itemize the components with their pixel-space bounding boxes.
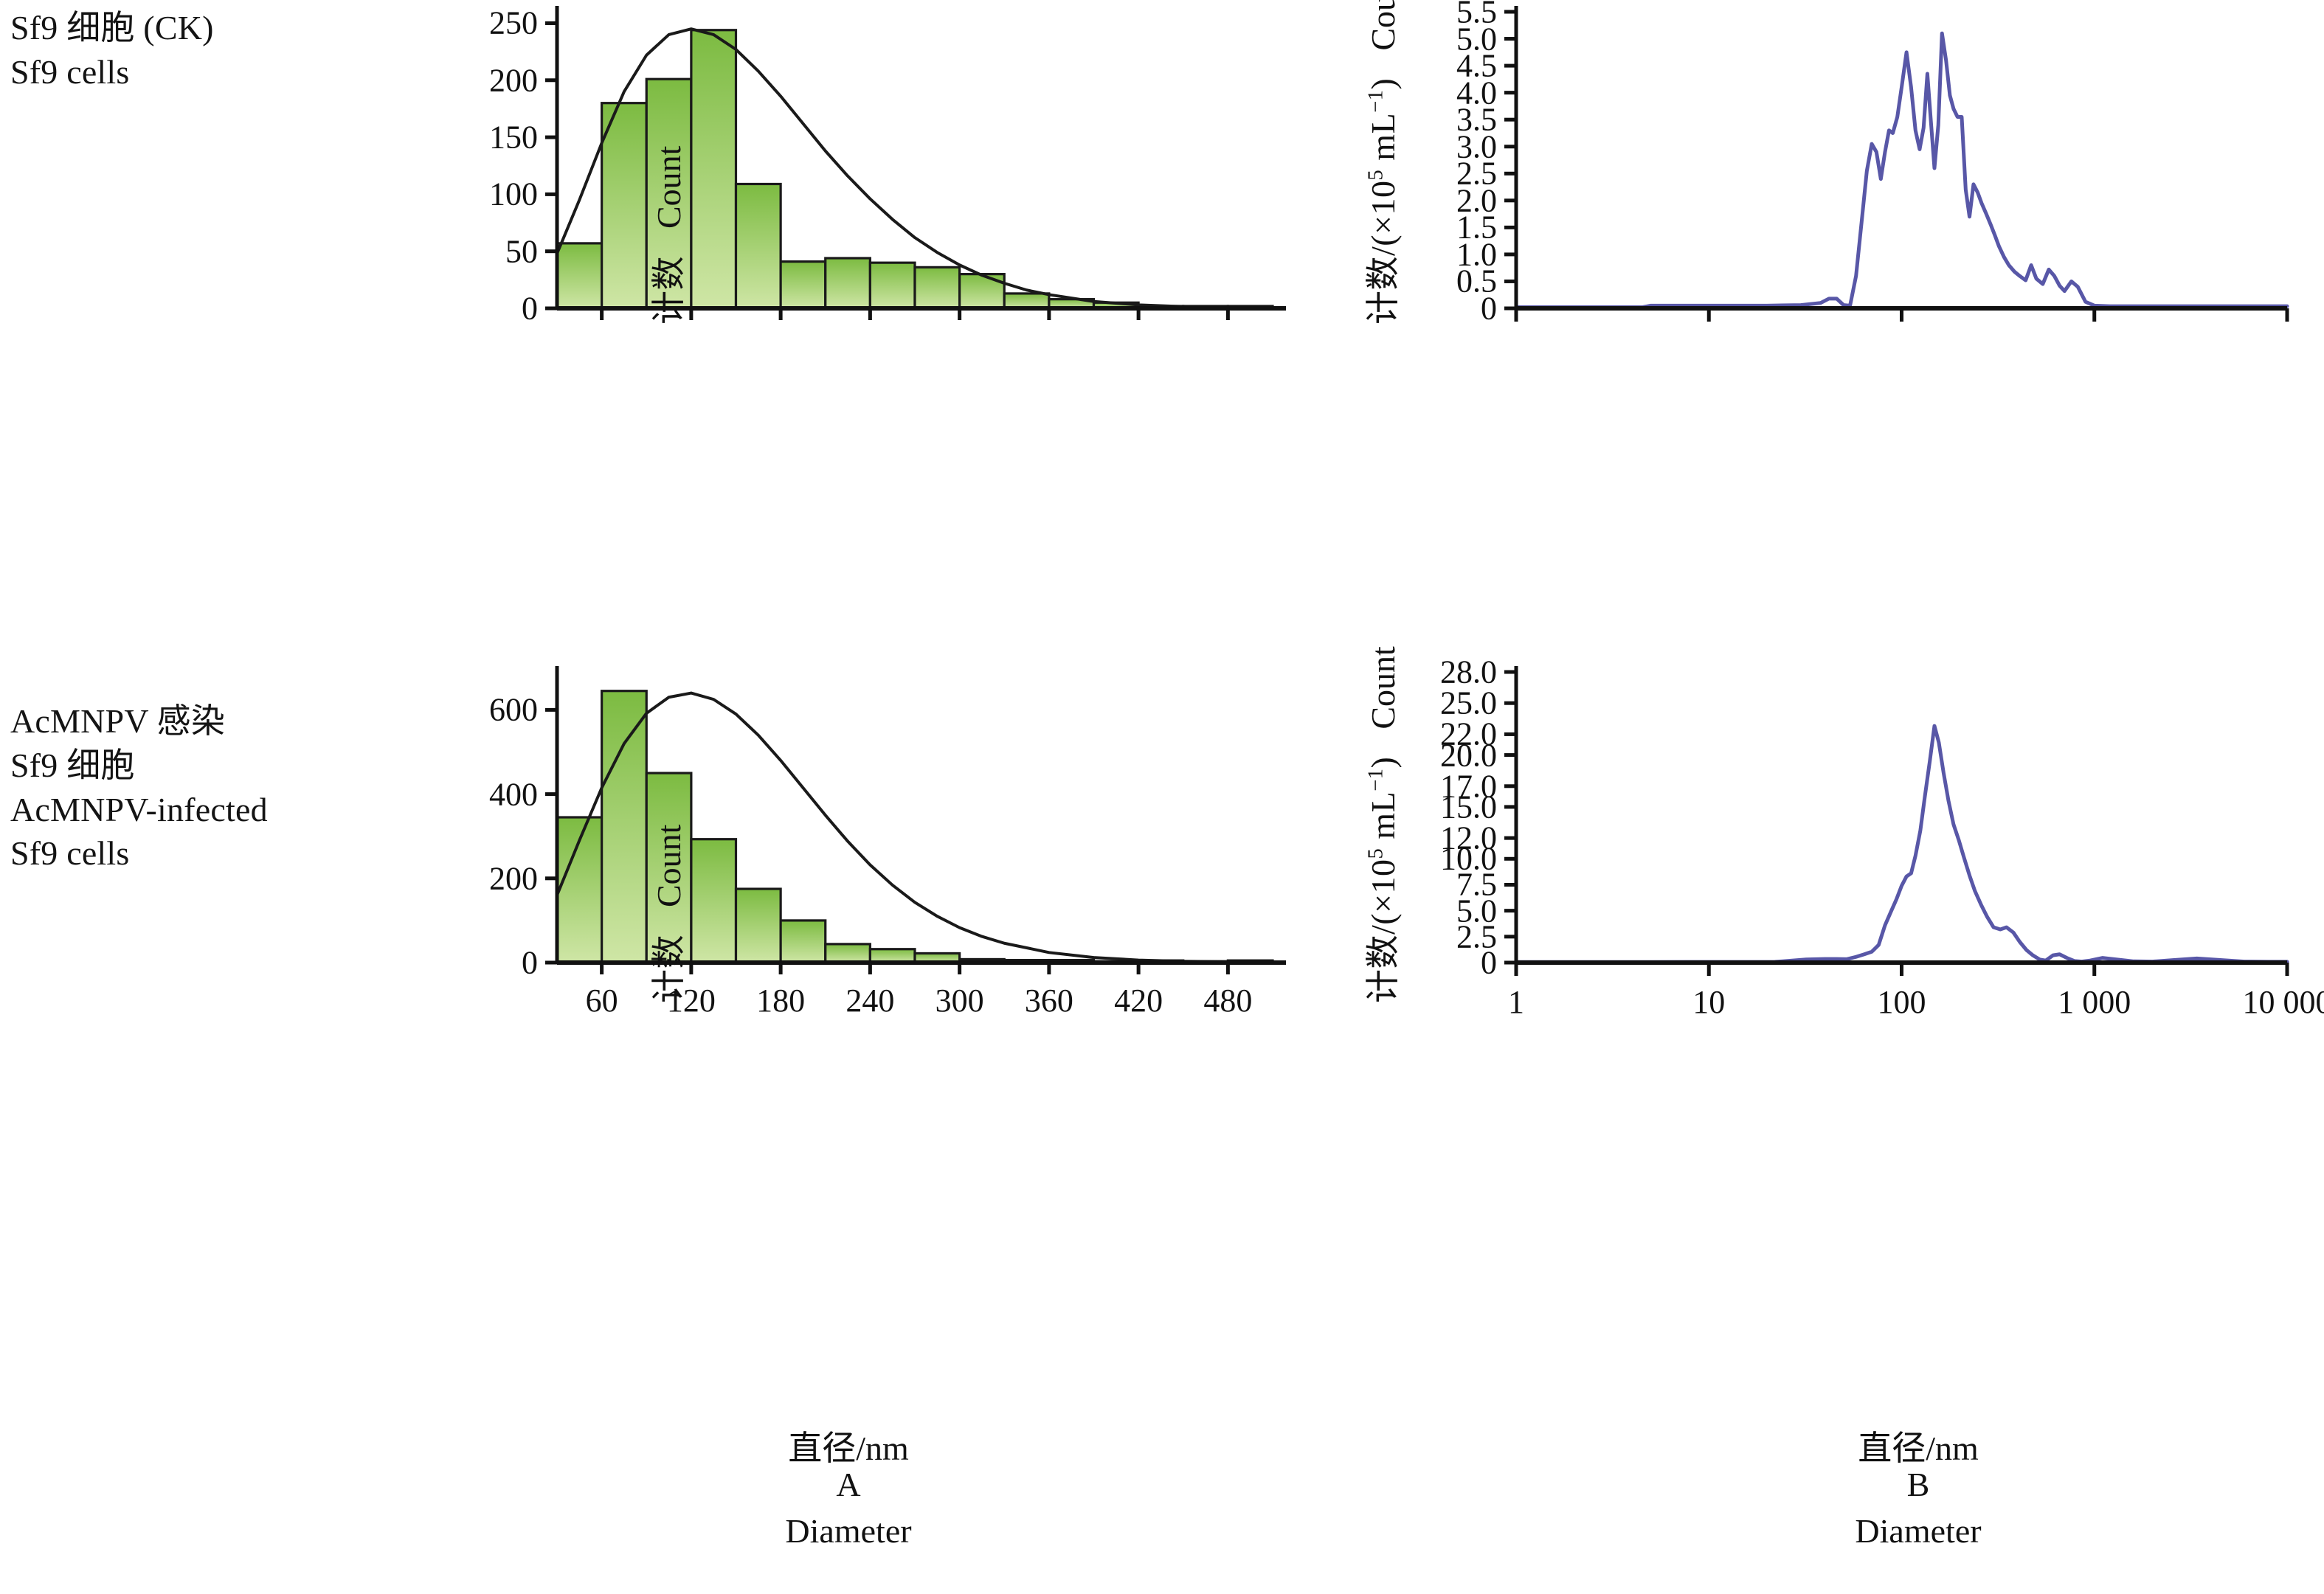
y-tick-label: 5.5 xyxy=(1456,0,1497,31)
y-tick-label: 600 xyxy=(489,691,538,729)
x-tick-label: 180 xyxy=(756,982,805,1019)
histogram-bar xyxy=(736,184,781,308)
x-tick-label: 10 xyxy=(1692,983,1725,1021)
histogram-bar xyxy=(691,839,736,963)
histogram-bar xyxy=(1004,294,1049,308)
histogram-bar xyxy=(960,274,1005,308)
y-axis-title-a-bottom: 计数 Count xyxy=(642,825,691,1003)
x-axis-title-b-cn: 直径/nm xyxy=(1726,1428,2110,1469)
y-axis-title-b-top: 计数/(×105 mL−1) Count xyxy=(1356,0,1405,325)
x-tick-label: 1 000 xyxy=(2058,983,2131,1021)
x-tick-label: 100 xyxy=(1878,983,1926,1021)
y-tick-label: 28.0 xyxy=(1440,654,1497,691)
x-tick-label: 300 xyxy=(936,982,984,1019)
y-tick-label: 150 xyxy=(489,119,538,156)
x-tick-label: 360 xyxy=(1025,982,1073,1019)
y-axis-title-en: Count xyxy=(1364,646,1402,729)
histogram-bar xyxy=(691,30,736,308)
x-tick-label: 120 xyxy=(667,982,716,1019)
x-tick-label: 1 xyxy=(1508,983,1524,1021)
histogram-bar xyxy=(736,889,781,963)
x-tick-label: 10 000 xyxy=(2243,983,2324,1021)
histogram-bar xyxy=(781,262,826,308)
y-tick-label: 250 xyxy=(489,4,538,42)
y-tick-label: 200 xyxy=(489,859,538,897)
panel-letter-a: A xyxy=(657,1465,1040,1504)
histogram-bar xyxy=(826,258,871,308)
y-tick-label: 0 xyxy=(522,944,538,982)
x-tick-label: 420 xyxy=(1114,982,1163,1019)
y-axis-title-en: Count xyxy=(650,146,688,229)
x-axis-title-a-en: Diameter xyxy=(657,1511,1040,1552)
y-tick-label: 50 xyxy=(505,232,538,270)
y-tick-label: 400 xyxy=(489,775,538,813)
histogram-bar xyxy=(602,103,647,308)
row-label-infected: AcMNPV 感染 Sf9 细胞 AcMNPV-infected Sf9 cel… xyxy=(10,699,268,876)
row-label-ck: Sf9 细胞 (CK) Sf9 cells xyxy=(10,6,214,94)
histogram-bar xyxy=(915,267,960,308)
y-tick-label: 0 xyxy=(522,290,538,328)
y-axis-title-cn-units: 计数/(×105 mL−1) xyxy=(1364,78,1402,325)
x-tick-label: 60 xyxy=(586,982,618,1019)
chart-a-top-svg xyxy=(398,7,1358,325)
histogram-bar xyxy=(870,263,915,308)
x-tick-label: 240 xyxy=(845,982,894,1019)
x-axis-title-b-en: Diameter xyxy=(1726,1511,2110,1552)
x-tick-label: 480 xyxy=(1203,982,1252,1019)
y-tick-label: 200 xyxy=(489,61,538,99)
y-axis-title-en: Count xyxy=(1364,0,1402,51)
nta-curve xyxy=(1516,726,2287,962)
chart-a-bottom-svg xyxy=(398,668,1358,1007)
histogram-bar xyxy=(826,944,871,963)
y-tick-label: 100 xyxy=(489,176,538,213)
y-axis-title-a-top: 计数 Count xyxy=(642,146,691,325)
y-axis-title-en: Count xyxy=(650,825,688,907)
x-axis-title-a-cn: 直径/nm xyxy=(657,1428,1040,1469)
y-axis-title-cn-units: 计数/(×105 mL−1) xyxy=(1364,757,1402,1003)
panel-letter-b: B xyxy=(1726,1465,2110,1504)
nta-curve xyxy=(1516,33,2287,307)
histogram-bar xyxy=(781,921,826,963)
y-axis-title-b-bottom: 计数/(×105 mL−1) Count xyxy=(1356,646,1405,1003)
y-axis-title-cn: 计数 xyxy=(650,256,688,325)
panel-a-top: 计数 Count 0 50 100 150 200 250 xyxy=(398,7,1358,325)
figure-root: Sf9 细胞 (CK) Sf9 cells AcMNPV 感染 Sf9 细胞 A… xyxy=(0,0,2324,1512)
histogram-bar xyxy=(602,691,647,963)
histogram-bar xyxy=(557,243,602,308)
